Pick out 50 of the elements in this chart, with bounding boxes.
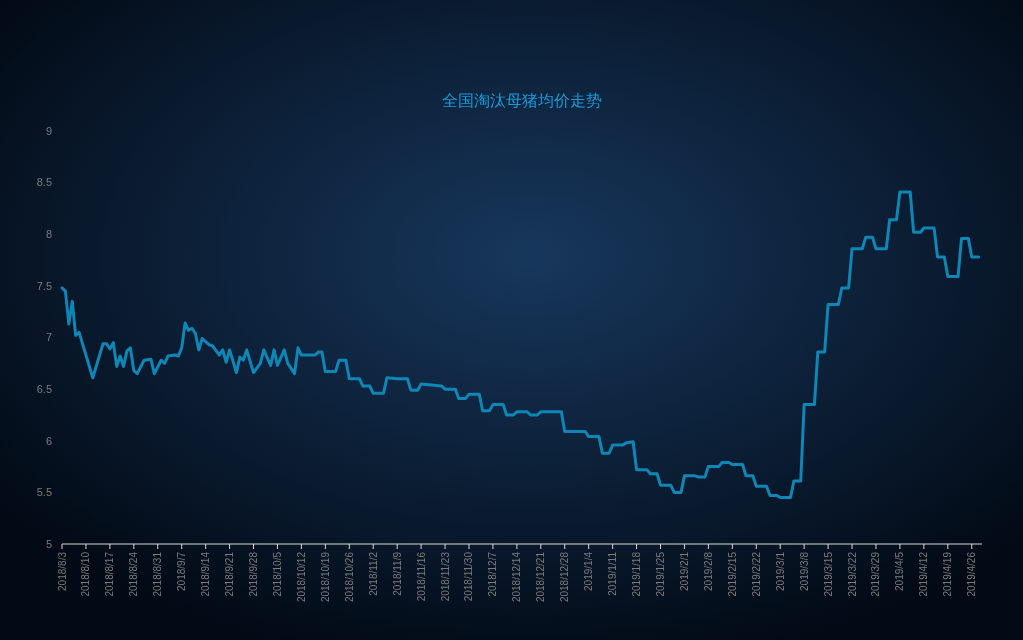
x-tick-label: 2019/3/15 <box>822 551 834 597</box>
x-tick-label: 2018/8/24 <box>128 551 140 597</box>
x-tick-label: 2019/2/15 <box>726 551 738 597</box>
x-tick-label: 2019/1/18 <box>631 551 643 597</box>
x-tick-label: 2018/11/30 <box>463 551 475 602</box>
x-tick-label: 2019/4/26 <box>966 551 978 597</box>
x-tick-label: 2018/9/28 <box>248 551 260 597</box>
y-tick-label: 7.5 <box>36 279 52 292</box>
x-tick-label: 2018/10/5 <box>271 551 283 597</box>
x-tick-label: 2018/8/17 <box>104 551 116 597</box>
x-tick-label: 2018/8/31 <box>152 551 164 597</box>
y-tick-label: 9 <box>45 124 52 137</box>
x-tick-label: 2018/10/19 <box>319 551 331 603</box>
x-tick-label: 2018/10/26 <box>343 551 355 603</box>
x-tick-label: 2019/1/4 <box>583 551 595 591</box>
x-tick-label: 2018/12/14 <box>511 551 523 603</box>
chart-title: 全国淘汰母猪均价走势 <box>442 92 602 109</box>
x-tick-label: 2018/9/21 <box>224 551 236 597</box>
x-tick-label: 2018/8/3 <box>56 551 68 591</box>
x-tick-label: 2018/11/23 <box>439 551 451 602</box>
x-tick-label: 2018/11/16 <box>415 551 427 602</box>
x-tick-label: 2018/11/2 <box>367 551 379 596</box>
x-tick-label: 2019/3/22 <box>846 551 858 597</box>
y-tick-label: 6.5 <box>36 382 52 395</box>
x-tick-label: 2019/2/1 <box>678 551 690 591</box>
x-tick-label: 2019/3/8 <box>798 551 810 591</box>
x-tick-label: 2019/1/25 <box>655 551 667 597</box>
x-tick-label: 2019/4/12 <box>918 551 930 597</box>
y-tick-label: 6 <box>45 434 52 447</box>
x-tick-label: 2018/12/28 <box>559 551 571 603</box>
x-tick-label: 2019/2/22 <box>750 551 762 597</box>
line-series <box>60 190 981 500</box>
x-tick-label: 2019/3/1 <box>774 551 786 591</box>
x-tick-label: 2018/10/12 <box>295 551 307 603</box>
y-tick-label: 5.5 <box>36 486 52 499</box>
x-tick-label: 2019/3/29 <box>870 551 882 597</box>
x-tick-label: 2018/11/9 <box>391 551 403 596</box>
x-tick-label: 2018/12/21 <box>535 551 547 603</box>
y-tick-label: 5 <box>45 537 52 550</box>
x-tick-label: 2019/1/11 <box>607 551 619 596</box>
x-tick-label: 2019/4/5 <box>894 551 906 591</box>
y-tick-label: 8.5 <box>36 176 52 189</box>
x-tick-label: 2018/9/7 <box>176 551 188 591</box>
x-tick-label: 2018/12/7 <box>487 551 499 597</box>
y-tick-label: 8 <box>45 228 52 241</box>
x-tick-label: 2019/4/19 <box>942 551 954 597</box>
x-tick-label: 2018/9/14 <box>200 551 212 597</box>
x-tick-label: 2019/2/8 <box>702 551 714 591</box>
y-tick-label: 7 <box>45 331 52 344</box>
x-tick-label: 2018/8/10 <box>80 551 92 597</box>
